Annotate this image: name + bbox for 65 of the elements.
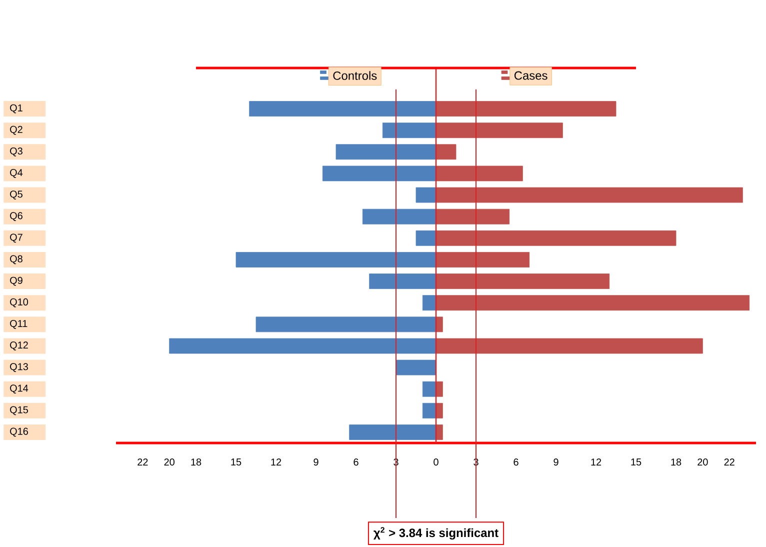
x-tick-label: 6 [354,458,358,466]
y-tick-label: Q3 [10,147,22,156]
x-tick-label: 0 [434,458,438,466]
y-tick-label: Q6 [10,212,22,222]
y-tick-label: Q16 [10,428,28,437]
bar [362,208,436,224]
y-tick-label: Q14 [10,384,28,394]
bar [436,274,610,289]
y-tick-label: Q1 [10,104,22,114]
bar [436,187,743,203]
y-tick-label: Q12 [10,342,28,350]
legend-label: Cases [514,71,548,80]
bar [396,360,436,376]
x-tick-label: 12 [591,458,602,466]
bar [349,424,436,440]
bar [436,316,443,332]
y-tick-label: Q10 [10,298,28,308]
bar [422,381,436,397]
bar [436,122,563,138]
bar [422,402,436,418]
x-tick-label: 9 [554,458,558,466]
bar [436,252,530,268]
bar [249,101,436,116]
x-tick-label: 12 [271,458,282,466]
y-tick-label: Q4 [10,169,23,178]
x-tick-label: 18 [671,458,682,466]
bar [436,230,676,246]
bar [436,338,703,354]
bar [336,144,436,160]
bar [436,166,523,182]
bar [416,187,436,203]
bar [436,402,443,418]
x-tick-label: 22 [724,458,734,466]
x-tick-label: 9 [314,458,318,466]
bar [436,208,510,224]
x-tick-label: 15 [631,458,642,466]
y-tick-label: Q13 [10,363,28,372]
bar [416,230,436,246]
x-tick-label: 20 [164,458,174,466]
y-tick-label: Q5 [10,190,22,200]
text: χ$^{2}$ > 3.84 is significant [374,527,498,540]
bar [369,274,436,289]
x-tick-label: 22 [138,458,148,466]
y-tick-label: Q2 [10,126,22,135]
bar [256,316,436,332]
y-tick-label: Q15 [10,406,28,416]
bar [436,295,750,311]
x-tick-label: 6 [514,458,518,466]
x-tick-label: 18 [191,458,202,466]
y-tick-label: Q9 [10,276,22,286]
y-tick-label: Q7 [10,234,22,243]
bar [422,295,436,311]
bar [382,122,436,138]
x-tick-label: 20 [698,458,708,466]
bar [169,338,436,354]
x-tick-label: 15 [231,458,242,466]
bar [322,166,436,182]
y-tick-label: Q11 [10,320,28,329]
bar [436,381,443,397]
bar [236,252,436,268]
bar [436,101,616,116]
y-tick-label: Q8 [10,255,22,264]
legend-label: Controls [333,71,377,80]
bar [436,144,456,160]
bar [436,424,443,440]
